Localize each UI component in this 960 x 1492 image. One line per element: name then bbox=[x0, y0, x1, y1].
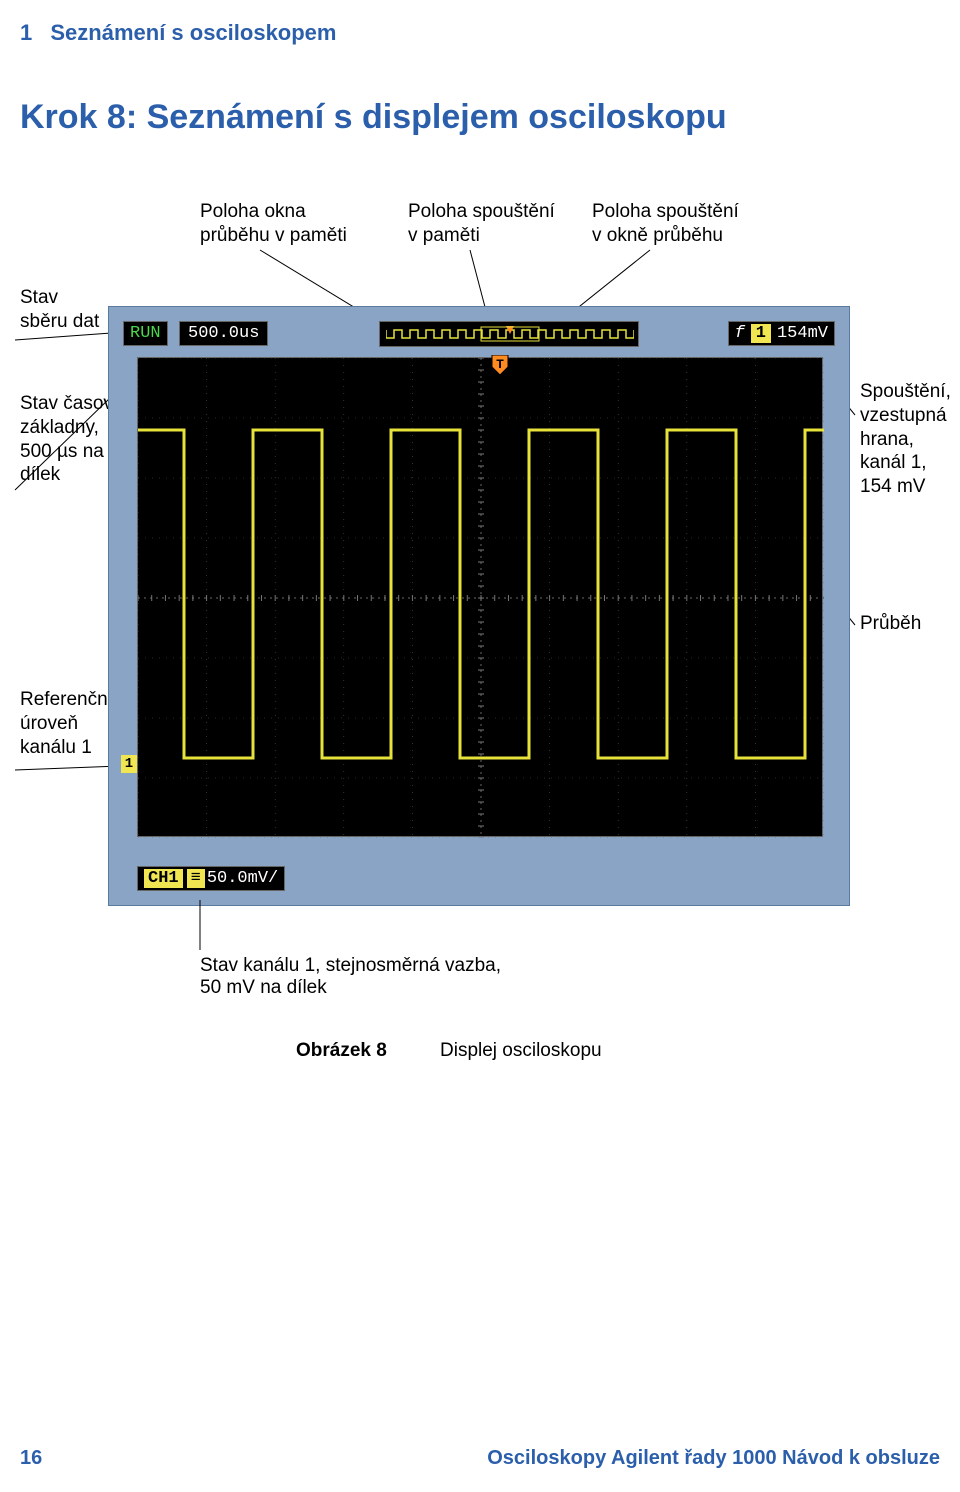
ch1-ground-marker: 1 bbox=[121, 755, 137, 773]
trigger-time-marker: T bbox=[489, 355, 511, 381]
callout-trigger-position-memory: Poloha spouštění v paměti bbox=[408, 200, 555, 248]
figure-caption: Displej osciloskopu bbox=[440, 1040, 602, 1062]
scope-status-bar: RUN 500.0us f 1 154mV bbox=[119, 321, 839, 349]
trigger-slope-icon: f bbox=[735, 324, 745, 343]
ch1-label: CH1 bbox=[144, 869, 183, 888]
trigger-channel-badge: 1 bbox=[751, 324, 771, 343]
memory-bar bbox=[379, 321, 639, 347]
waveform-grid bbox=[137, 357, 823, 837]
trigger-level-value: 154mV bbox=[777, 324, 828, 343]
callout-window-position: Poloha okna průběhu v paměti bbox=[200, 200, 347, 248]
ch1-coupling-icon: ≡ bbox=[187, 869, 205, 888]
t-marker-label: T bbox=[496, 357, 504, 372]
run-status: RUN bbox=[123, 321, 168, 346]
callout-ch1-status: Stav kanálu 1, stejnosměrná vazba, 50 mV… bbox=[200, 955, 501, 999]
timebase-readout: 500.0us bbox=[179, 321, 268, 346]
section-number: 1 bbox=[20, 20, 32, 45]
callout-waveform: Průběh bbox=[860, 612, 921, 636]
callout-trigger-info: Spouštění, vzestupná hrana, kanál 1, 154… bbox=[860, 380, 960, 499]
step-title: Krok 8: Seznámení s displejem osciloskop… bbox=[20, 98, 727, 137]
trigger-readout: f 1 154mV bbox=[728, 321, 835, 346]
section-header: 1 Seznámení s osciloskopem bbox=[20, 20, 336, 46]
figure-label: Obrázek 8 bbox=[296, 1040, 387, 1062]
footer-title: Osciloskopy Agilent řady 1000 Návod k ob… bbox=[487, 1447, 940, 1470]
page-number: 16 bbox=[20, 1447, 42, 1470]
section-title: Seznámení s osciloskopem bbox=[50, 20, 336, 45]
callout-trigger-position-window: Poloha spouštění v okně průběhu bbox=[592, 200, 739, 248]
callout-acq-status: Stav sběru dat bbox=[20, 286, 99, 334]
oscilloscope-screenshot: RUN 500.0us f 1 154mV 1 T CH1≡50.0mV/ bbox=[108, 306, 850, 906]
ch1-status: CH1≡50.0mV/ bbox=[137, 866, 285, 891]
callout-ref-level: Referenční úroveň kanálu 1 bbox=[20, 688, 113, 759]
ch1-scale: 50.0mV/ bbox=[207, 869, 278, 888]
